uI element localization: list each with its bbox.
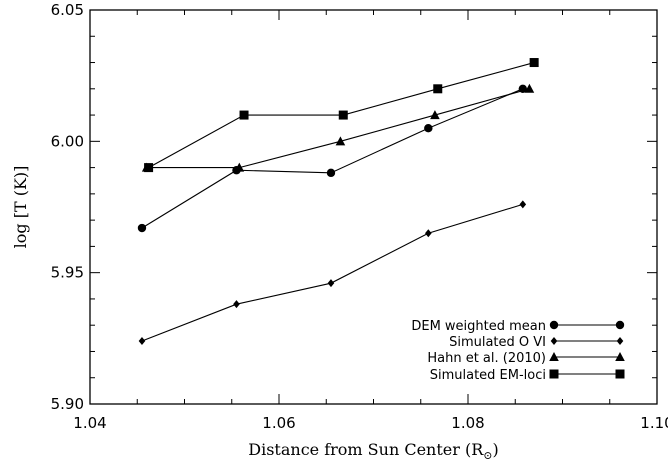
x-tick-label: 1.08 (451, 414, 484, 432)
data-point-hahn-et-al-2010 (524, 83, 535, 93)
data-point-simulated-em-loci (338, 110, 348, 120)
data-point-simulated-em-loci (433, 84, 443, 94)
data-point-simulated-o-vi (233, 300, 240, 309)
y-tick-label: 5.95 (51, 264, 84, 282)
data-point-simulated-o-vi (425, 229, 432, 238)
series-hahn-et-al-2010 (141, 83, 535, 172)
data-point-simulated-o-vi (327, 279, 335, 288)
data-point-hahn-et-al-2010 (234, 162, 245, 172)
data-point-simulated-em-loci (529, 58, 539, 68)
legend-marker-simulated-em-loci (615, 369, 625, 379)
data-point-hahn-et-al-2010 (430, 110, 440, 120)
x-tick-label: 1.04 (73, 414, 106, 432)
series-simulated-o-vi (138, 200, 527, 345)
legend-marker-simulated-em-loci (549, 369, 559, 379)
axis-ticks: 1.04 1.06 1.08 1.10 5.90 5.95 6.00 6.05 (51, 1, 668, 432)
data-point-dem-weighted-mean (326, 168, 336, 178)
data-point-simulated-o-vi (138, 336, 146, 345)
series-simulated-em-loci (144, 58, 539, 173)
y-tick-label: 6.00 (51, 132, 84, 150)
data-point-simulated-em-loci (239, 110, 249, 120)
series-line-dem-weighted-mean (141, 88, 524, 229)
legend-marker-simulated-o-vi (550, 337, 558, 345)
plot-frame (89, 9, 658, 405)
x-axis-title-subscript: ⊙ (483, 449, 492, 462)
legend-label-simulated-o-vi: Simulated O VI (449, 335, 546, 350)
legend-marker-dem-weighted-mean (615, 320, 625, 330)
legend-marker-simulated-o-vi (616, 337, 624, 345)
legend-marker-hahn-et-al-2010 (549, 352, 559, 361)
y-axis-title: log [T (K)] (11, 166, 30, 249)
x-tick-label: 1.10 (640, 414, 668, 432)
series-line-hahn-et-al-2010 (146, 88, 530, 169)
data-point-simulated-em-loci (144, 163, 154, 173)
y-tick-label: 6.05 (51, 1, 84, 19)
data-point-hahn-et-al-2010 (335, 136, 346, 146)
legend-marker-dem-weighted-mean (549, 320, 559, 330)
legend-label-hahn-et-al-2010: Hahn et al. (2010) (427, 351, 546, 366)
x-tick-label: 1.06 (262, 414, 295, 432)
x-axis-title: Distance from Sun Center (R⊙) (248, 440, 498, 462)
legend-label-dem-weighted-mean: DEM weighted mean (411, 319, 546, 334)
legend-marker-hahn-et-al-2010 (615, 352, 625, 361)
series-dem-weighted-mean (137, 84, 528, 233)
data-point-dem-weighted-mean (137, 223, 147, 233)
y-tick-label: 5.90 (51, 395, 84, 413)
legend-label-simulated-em-loci: Simulated EM-loci (430, 368, 546, 383)
data-point-simulated-o-vi (519, 200, 527, 209)
data-point-dem-weighted-mean (424, 124, 433, 133)
series-group (137, 58, 539, 345)
